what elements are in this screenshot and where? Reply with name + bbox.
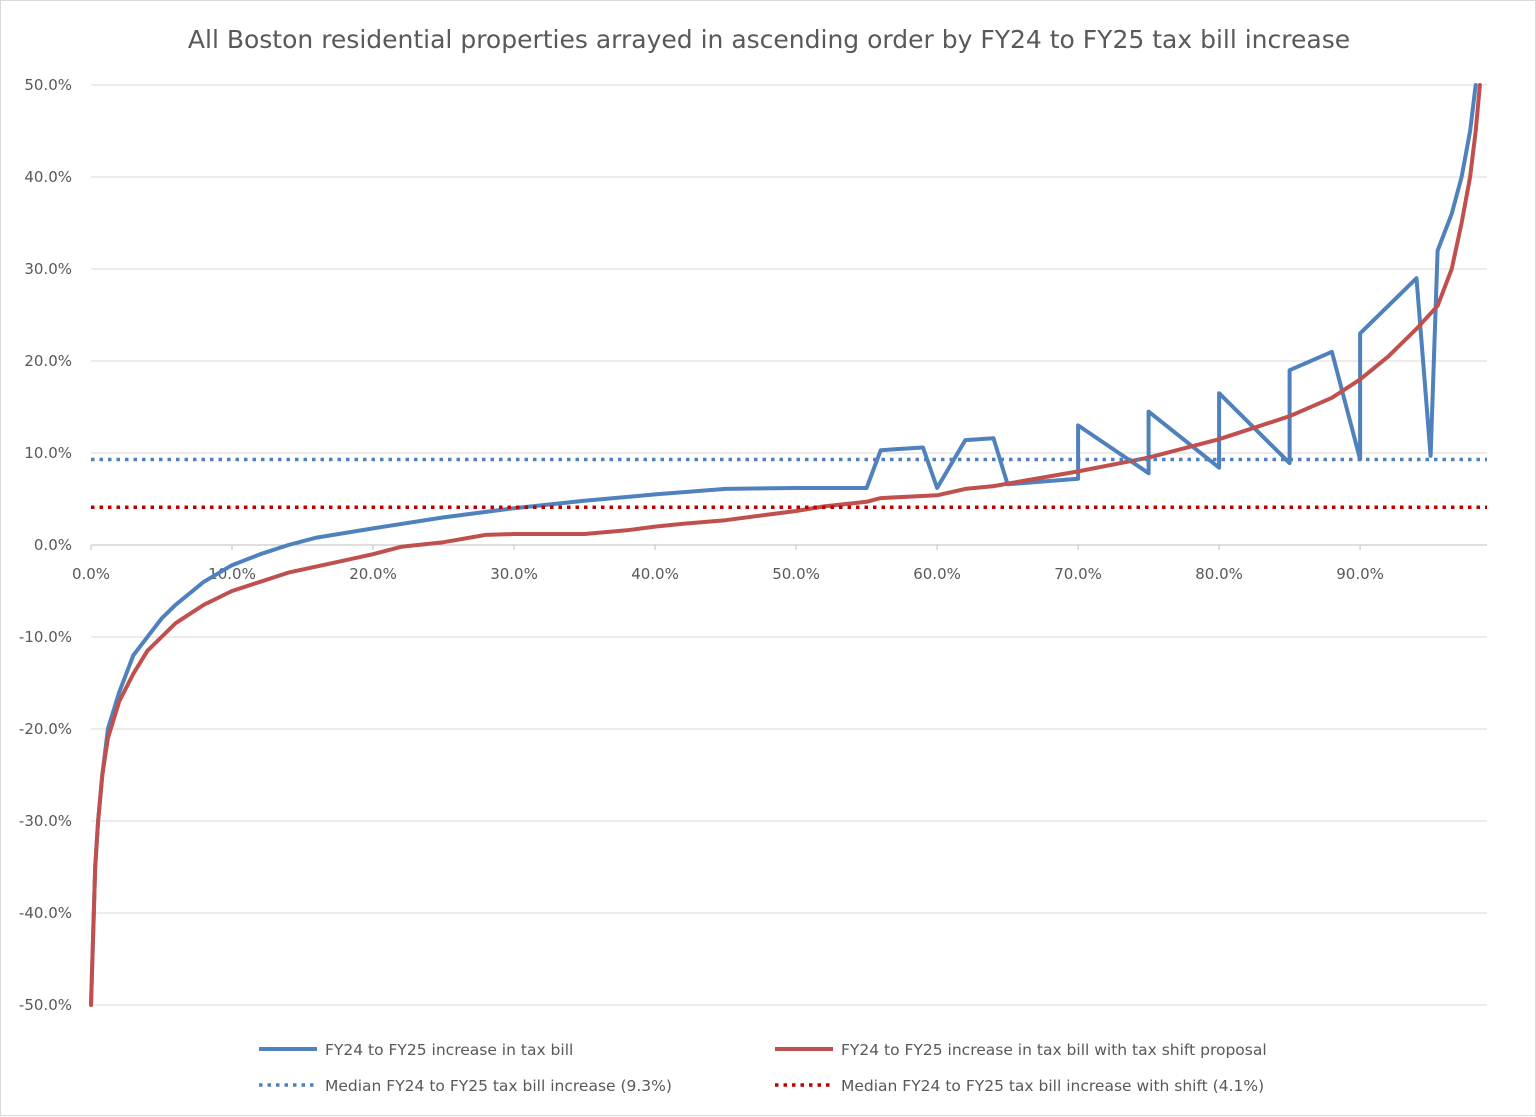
legend-label: FY24 to FY25 increase in tax bill with t…: [841, 1041, 1267, 1059]
x-tick-label: 80.0%: [1195, 565, 1243, 583]
y-tick-label: 30.0%: [24, 260, 72, 278]
y-tick-label: 20.0%: [24, 352, 72, 370]
y-tick-label: 10.0%: [24, 444, 72, 462]
y-tick-label: 50.0%: [24, 76, 72, 94]
x-tick-label: 0.0%: [72, 565, 110, 583]
y-tick-label: -50.0%: [19, 996, 72, 1014]
x-tick-label: 30.0%: [490, 565, 538, 583]
legend-item: Median FY24 to FY25 tax bill increase wi…: [775, 1077, 1264, 1095]
x-tick-label: 50.0%: [772, 565, 820, 583]
legend: FY24 to FY25 increase in tax bill FY24 to…: [259, 1041, 1267, 1095]
y-tick-label: 40.0%: [24, 168, 72, 186]
y-axis-ticks: 50.0% 40.0% 30.0% 20.0% 10.0% 0.0% -10.0% -20.0…: [19, 76, 72, 1014]
x-tick-label: 60.0%: [913, 565, 961, 583]
x-tick-label: 10.0%: [208, 565, 256, 583]
gridlines: [91, 84, 1487, 1006]
series-layer: [89, 83, 1487, 1007]
y-tick-label: 0.0%: [34, 536, 72, 554]
legend-item: FY24 to FY25 increase in tax bill: [259, 1041, 573, 1059]
x-tick-label: 40.0%: [631, 565, 679, 583]
series-line-1: [89, 83, 1482, 1007]
y-tick-label: -10.0%: [19, 628, 72, 646]
series-line-0: [89, 83, 1478, 1007]
legend-item: FY24 to FY25 increase in tax bill with t…: [775, 1041, 1267, 1059]
x-tick-label: 70.0%: [1054, 565, 1102, 583]
y-tick-label: -40.0%: [19, 904, 72, 922]
x-tick-label: 90.0%: [1336, 565, 1384, 583]
legend-label: FY24 to FY25 increase in tax bill: [325, 1041, 573, 1059]
legend-label: Median FY24 to FY25 tax bill increase (9…: [325, 1077, 672, 1095]
chart-title: All Boston residential properties arraye…: [188, 25, 1350, 54]
legend-item: Median FY24 to FY25 tax bill increase (9…: [259, 1077, 672, 1095]
x-tick-label: 20.0%: [349, 565, 397, 583]
legend-label: Median FY24 to FY25 tax bill increase wi…: [841, 1077, 1264, 1095]
y-tick-label: -20.0%: [19, 720, 72, 738]
x-axis: 0.0% 10.0% 20.0% 30.0% 40.0% 50.0% 60.0% 70.0% 8…: [72, 544, 1487, 583]
y-tick-label: -30.0%: [19, 812, 72, 830]
